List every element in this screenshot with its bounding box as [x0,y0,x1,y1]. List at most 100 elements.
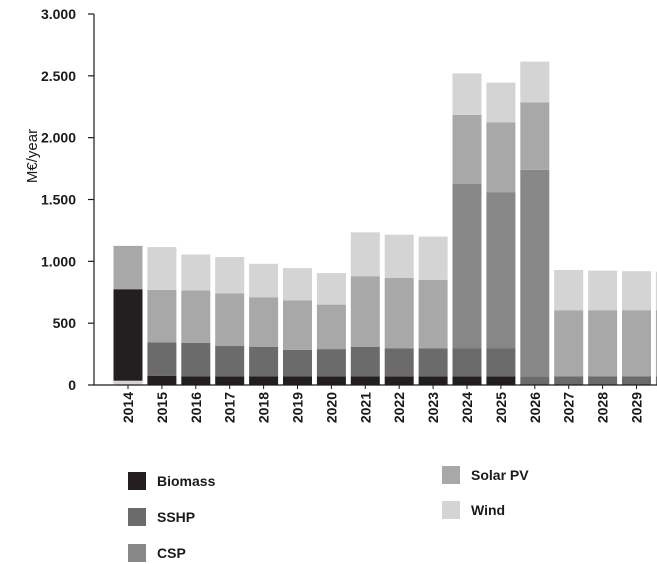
y-tick-label: 2.000 [41,130,76,146]
bar-segment-sshp-2029 [622,376,651,385]
bar-segment-wind-2022 [384,234,414,278]
bar-segment-wind-2015 [147,247,177,290]
legend-label-sshp: SSHP [157,509,196,525]
x-tick-label: 2015 [154,392,170,423]
bar-segment-solar-pv-2021 [350,276,380,347]
bar-segment-wind-2019 [283,268,312,301]
bar-segment-solar-pv-2024 [452,114,482,185]
bar-segment-solar-pv-2019 [283,300,312,350]
y-axis-label: M€/year [24,129,41,183]
bar-segment-solar-pv-2025 [486,122,516,193]
legend-label-solar-pv: Solar PV [471,467,529,483]
bar-segment-biomass-2016 [181,376,211,385]
x-tick-label: 2016 [188,392,204,423]
legend-item-csp: CSP [128,544,186,562]
bar-segment-wind-2029 [622,271,651,311]
bar-segment-sshp-2021 [350,346,380,377]
bar-segment-sshp-2017 [215,346,245,377]
x-tick-label: 2018 [256,392,272,423]
bar-segment-wind-2028 [588,270,618,311]
x-tick-label: 2020 [323,392,339,423]
bar-segment-biomass-2019 [283,376,312,385]
legend-swatch-solar-pv [442,466,460,484]
y-tick-label: 500 [53,315,77,331]
bar-segment-sshp-2020 [316,349,346,377]
bar-segment-biomass-2014 [113,289,143,381]
bar-segment-solar-pv-2026 [520,102,550,170]
axes-layer: 0 500 1.000 1.500 2.000 2.500 3.000 2014 2015 201… [41,6,657,423]
bar-segment-solar-pv-2029 [622,310,651,377]
bar-segment-solar-pv-2018 [249,297,279,347]
legend-swatch-wind [442,501,460,519]
bar-segment-solar-pv-2028 [588,310,618,377]
x-tick-label: 2024 [459,392,475,423]
bar-segment-solar-pv-2015 [147,289,177,343]
bar-segment-wind-2027 [554,270,584,311]
x-tick-label: 2022 [391,392,407,423]
legend-item-biomass: Biomass [128,472,215,490]
bar-segment-biomass-2020 [316,376,346,385]
x-tick-label: 2029 [629,392,645,423]
bar-segment-biomass-2021 [350,376,380,385]
bar-segment-sshp-2025 [486,348,516,377]
bar-segment-biomass-2017 [215,376,245,385]
bar-segment-sshp-2024 [452,348,482,377]
bar-segment-biomass-2023 [418,376,448,385]
bar-segment-wind-2023 [418,236,448,280]
chart-canvas: 0 500 1.000 1.500 2.000 2.500 3.000 2014 2015 201… [24,6,657,423]
y-tick-label: 1.000 [41,253,76,269]
bar-segment-sshp-2022 [384,348,414,377]
bar-segment-solar-pv-2014 [113,245,143,290]
legend-swatch-sshp [128,508,146,526]
y-tick-label: 3.000 [41,6,76,22]
bar-segment-solar-pv-2017 [215,293,245,347]
legend-label-biomass: Biomass [157,473,216,489]
x-tick-label: 2021 [357,392,373,423]
legend-item-solar-pv: Solar PV [442,466,529,484]
bar-segment-solar-pv-2030 [655,310,657,377]
legend-swatch-biomass [128,472,146,490]
bar-segment-solar-pv-2016 [181,290,211,343]
bar-segment-solar-pv-2023 [418,279,448,349]
bar-segment-csp-2026 [520,169,550,377]
x-tick-label: 2017 [222,392,238,423]
bar-segment-sshp-2030 [655,376,657,385]
x-tick-label: 2028 [595,392,611,423]
x-tick-label: 2023 [425,392,441,423]
bar-segment-biomass-2022 [384,376,414,385]
legend-item-sshp: SSHP [128,508,195,526]
bar-segment-biomass-2025 [486,376,516,385]
bar-segment-sshp-2016 [181,343,211,377]
bar-segment-wind-2024 [452,73,482,115]
bar-segment-wind-2014 [113,380,143,385]
bar-segment-sshp-2026 [520,376,550,385]
x-tick-label: 2025 [493,392,509,423]
bar-segment-biomass-2015 [147,375,177,385]
bar-segment-wind-2025 [486,82,516,123]
bar-segment-csp-2024 [452,184,482,349]
x-tick-label: 2014 [120,392,136,423]
bars-layer [113,61,657,385]
bar-segment-sshp-2018 [249,346,279,377]
legend-item-wind: Wind [442,501,505,519]
bar-segment-wind-2021 [350,232,380,277]
legend-label-csp: CSP [157,545,186,561]
bar-segment-solar-pv-2027 [554,310,584,377]
bar-segment-wind-2017 [215,257,245,294]
bar-segment-wind-2016 [181,254,211,291]
y-tick-label: 2.500 [41,68,76,84]
x-tick-label: 2019 [290,392,306,423]
bar-segment-wind-2018 [249,263,279,298]
bar-segment-solar-pv-2022 [384,278,414,349]
legend-swatch-csp [128,544,146,562]
bar-segment-biomass-2024 [452,376,482,385]
bar-segment-csp-2025 [486,192,516,349]
y-tick-label: 0 [68,377,76,393]
bar-segment-wind-2026 [520,61,550,103]
bar-segment-sshp-2019 [283,349,312,377]
x-tick-label: 2027 [561,392,577,423]
bar-segment-biomass-2018 [249,376,279,385]
y-tick-label: 1.500 [41,192,76,208]
bar-segment-solar-pv-2020 [316,304,346,350]
bar-segment-wind-2030 [655,271,657,311]
